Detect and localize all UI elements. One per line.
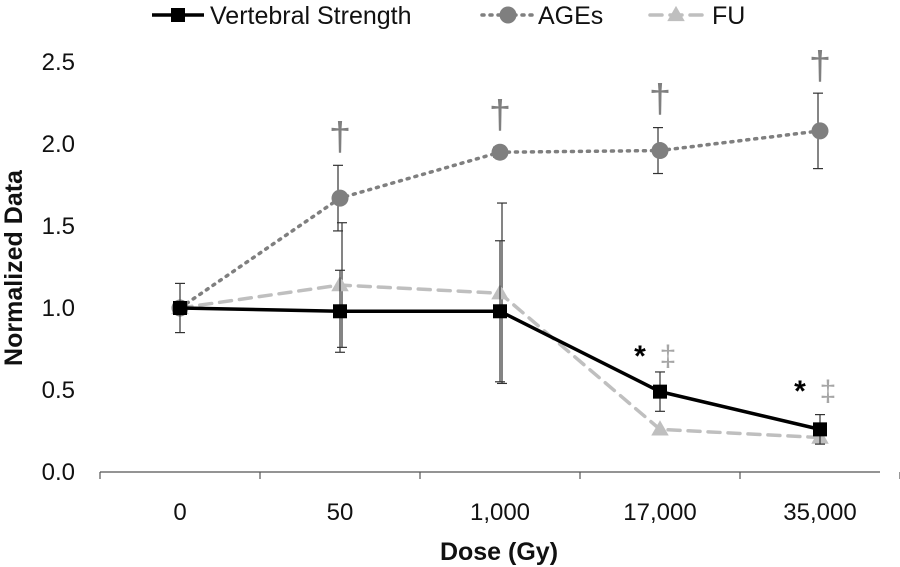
legend: Vertebral Strength AGEs FU <box>152 2 745 30</box>
data-point <box>333 304 347 319</box>
data-point <box>493 304 507 319</box>
significance-marker: † <box>649 77 671 121</box>
legend-marker <box>171 8 185 22</box>
x-tick-label: 0 <box>173 499 186 526</box>
legend-label: Vertebral Strength <box>210 2 412 30</box>
data-point <box>651 420 669 436</box>
y-tick-label: 0.0 <box>42 459 75 486</box>
legend-item-vertebral-strength: Vertebral Strength <box>152 2 412 30</box>
data-point <box>651 142 669 160</box>
y-tick-label: 1.0 <box>42 295 75 322</box>
significance-marker: ‡ <box>820 375 837 408</box>
y-tick-label: 1.5 <box>42 213 75 240</box>
legend-label: AGEs <box>538 2 603 30</box>
x-axis: 0 50 1,000 17,000 35,000 <box>99 471 900 526</box>
significance-marker: † <box>809 44 831 88</box>
data-point <box>331 189 349 207</box>
y-axis: 0.0 0.5 1.0 1.5 2.0 2.5 <box>42 49 75 486</box>
y-tick-label: 2.0 <box>42 131 75 158</box>
series-vertebral-strength <box>173 240 827 445</box>
significance-marker: † <box>489 93 511 137</box>
y-axis-title: Normalized Data <box>0 169 28 366</box>
data-point <box>811 122 829 140</box>
significance-marker: * <box>794 375 806 408</box>
y-tick-label: 2.5 <box>42 49 75 76</box>
x-tick-label: 35,000 <box>783 499 856 526</box>
significance-marker: † <box>329 115 351 159</box>
x-axis-title: Dose (Gy) <box>440 538 558 566</box>
data-point <box>173 301 187 315</box>
x-tick-label: 1,000 <box>470 499 530 526</box>
legend-marker <box>667 5 685 22</box>
x-tick-label: 50 <box>327 499 354 526</box>
data-point <box>491 143 509 161</box>
x-tick-label: 17,000 <box>623 499 696 526</box>
legend-item-fu: FU <box>648 2 745 30</box>
series-layer <box>171 92 829 445</box>
annotation-layer: † † † † * ‡ * ‡ <box>329 44 836 408</box>
legend-marker <box>499 6 517 24</box>
data-point <box>653 384 667 399</box>
data-point <box>813 422 827 437</box>
significance-marker: ‡ <box>660 340 677 373</box>
legend-label: FU <box>712 2 745 30</box>
y-tick-label: 0.5 <box>42 377 75 404</box>
legend-item-ages: AGEs <box>480 2 603 30</box>
significance-marker: * <box>634 340 646 373</box>
